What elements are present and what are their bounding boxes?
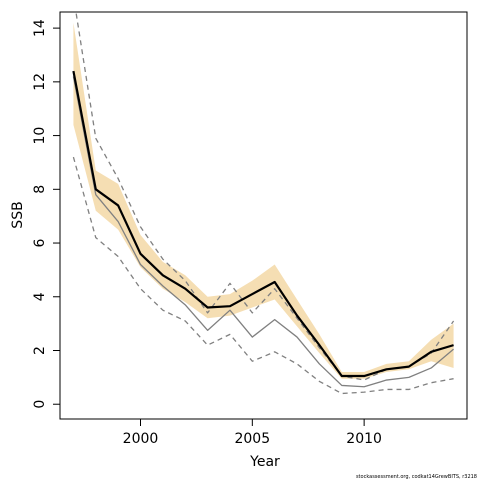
confidence-band-layer: [73, 22, 454, 379]
y-axis-label: SSB: [10, 201, 26, 228]
x-axis-label: Year: [249, 454, 280, 470]
plot-frame: [59, 11, 468, 420]
footer-note: stockassessment.org, codkat14GrewBITS, r…: [356, 474, 477, 480]
series-line-1: [72, 76, 454, 388]
y-tick-label-6: 6: [32, 238, 48, 247]
y-tick-label-12: 12: [32, 73, 48, 91]
x-tick-label-2010: 2010: [346, 431, 382, 447]
x-tick-label-2005: 2005: [234, 431, 270, 447]
x-axis: 2000 2005 2010: [123, 419, 382, 447]
x-tick-label-2000: 2000: [123, 431, 159, 447]
y-tick-label-2: 2: [32, 346, 48, 355]
series-line-3: [72, 156, 454, 395]
y-tick-label-14: 14: [32, 19, 48, 37]
series-line-0: [72, 70, 454, 378]
y-tick-label-4: 4: [32, 292, 48, 301]
confidence-band: [73, 22, 454, 379]
series-line-2: [75, 12, 455, 381]
y-axis: 0 2 4 6 8 10 12 14: [32, 19, 60, 409]
y-tick-label-0: 0: [32, 400, 48, 409]
y-tick-label-8: 8: [32, 185, 48, 194]
series-layer: [72, 12, 455, 395]
y-tick-label-10: 10: [32, 127, 48, 145]
